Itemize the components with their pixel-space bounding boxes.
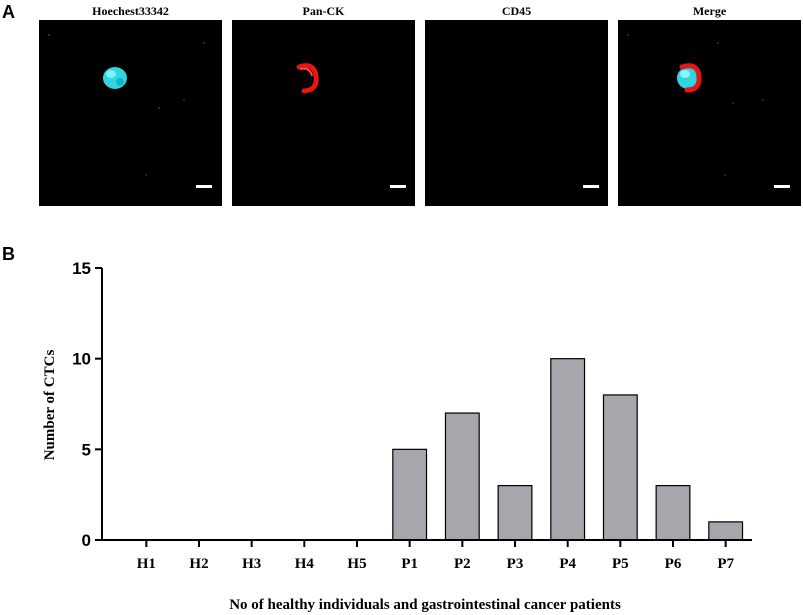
y-tick-label: 10 xyxy=(72,350,91,369)
micrograph-title: Hoechest33342 xyxy=(92,4,169,18)
x-axis-label: No of healthy individuals and gastrointe… xyxy=(229,597,621,613)
x-tick-label: H2 xyxy=(189,556,208,572)
micrograph-image xyxy=(232,20,415,206)
micrograph-title: Pan-CK xyxy=(302,4,345,18)
cytokeratin-ring xyxy=(296,63,319,94)
ctc-bar-chart: H1 H2 H3 H4 H5 P1 P2 P3 P4 P5 P6 P7 0 5 10 15 Number of… xyxy=(42,259,752,613)
x-tick-label: P4 xyxy=(559,556,576,572)
x-tick-label: P2 xyxy=(454,556,471,572)
micrograph-image xyxy=(425,20,608,206)
x-tick-label: P7 xyxy=(717,556,734,572)
x-tick-label: H4 xyxy=(295,556,315,572)
bars-group xyxy=(392,358,744,541)
scale-bar xyxy=(390,185,406,188)
panel-label-b: B xyxy=(2,244,15,264)
bar-p2 xyxy=(444,412,480,541)
bar-p1 xyxy=(392,448,428,541)
x-tick-label: P6 xyxy=(665,556,682,572)
merged-cell xyxy=(677,63,702,93)
y-tick-label: 0 xyxy=(82,531,91,550)
micrograph-image xyxy=(39,20,222,206)
bar-p3 xyxy=(497,485,533,541)
scale-bar xyxy=(774,185,790,188)
x-tick-label: H1 xyxy=(137,556,156,572)
y-axis-label: Number of CTCs xyxy=(42,350,58,461)
axes-group: H1 H2 H3 H4 H5 P1 P2 P3 P4 P5 P6 P7 0 5 10 15 xyxy=(72,259,752,572)
bar-p6 xyxy=(655,485,691,541)
x-tick-label: P5 xyxy=(612,556,629,572)
bar-p4 xyxy=(550,358,586,541)
x-tick-label: P3 xyxy=(507,556,524,572)
x-tick-label: H5 xyxy=(347,556,366,572)
micrograph-title: CD45 xyxy=(501,4,532,18)
scale-bar xyxy=(583,185,599,188)
panel-label-a: A xyxy=(2,2,15,22)
x-tick-label: P1 xyxy=(401,556,418,572)
y-tick-label: 5 xyxy=(82,440,91,459)
bar-p5 xyxy=(602,394,638,541)
y-tick-label: 15 xyxy=(72,259,91,278)
x-tick-label: H3 xyxy=(242,556,261,572)
micrograph-image xyxy=(618,20,801,206)
bar-p7 xyxy=(708,521,744,541)
scale-bar xyxy=(196,185,212,188)
micrograph-title: Merge xyxy=(692,4,727,18)
nucleus-blob xyxy=(103,67,127,89)
